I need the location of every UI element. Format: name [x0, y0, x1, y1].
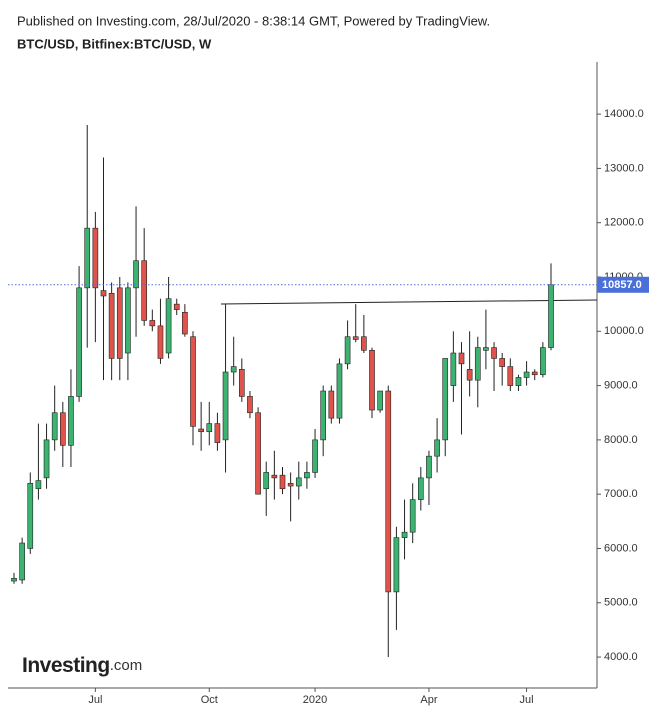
candle-body — [344, 336, 351, 365]
candle-body — [336, 363, 343, 419]
x-tick-label: Oct — [201, 694, 218, 706]
y-tick-label: 5000.0 — [604, 597, 638, 609]
candle-body — [466, 368, 473, 381]
candle-body — [92, 227, 99, 289]
candle-body — [369, 349, 375, 411]
x-tick-label: Apr — [420, 694, 437, 706]
candle-body — [515, 377, 522, 386]
candle-body — [458, 352, 465, 365]
candle-body — [68, 396, 74, 446]
candle-body — [182, 311, 188, 335]
y-tick-label: 13000.0 — [604, 162, 644, 174]
candle-body — [474, 347, 481, 381]
trend-line — [220, 299, 598, 305]
last-price-box — [597, 276, 649, 293]
candle-body — [304, 472, 310, 479]
candle-body — [27, 483, 34, 549]
y-tick-label: 4000.0 — [604, 651, 638, 663]
candle-body — [157, 325, 164, 359]
candle-body — [149, 320, 156, 327]
logo-text: Investing — [22, 654, 110, 677]
x-tick-label: Jul — [88, 694, 102, 706]
candle-body — [491, 347, 497, 359]
candle-body — [238, 368, 245, 397]
candle-body — [279, 474, 286, 490]
candle-body — [76, 287, 82, 397]
candle-body — [352, 336, 359, 340]
candle-body — [230, 366, 237, 373]
candle-body — [214, 423, 221, 443]
candle-body — [328, 390, 335, 419]
y-tick-label: 14000.0 — [604, 108, 644, 120]
candle-body — [198, 428, 204, 433]
candle-body — [417, 477, 424, 500]
candle-body — [125, 287, 131, 354]
candle-body — [426, 455, 432, 479]
y-tick-label: 9000.0 — [604, 379, 638, 391]
y-tick-label: 10000.0 — [604, 325, 644, 337]
candle-body — [247, 396, 253, 414]
candle-body — [523, 371, 530, 378]
candle-body — [450, 352, 457, 386]
candle-body — [385, 390, 392, 593]
chart-title: BTC/USD, Bitfinex:BTC/USD, W — [17, 36, 212, 51]
candle-body — [173, 303, 180, 310]
candle-body — [320, 390, 327, 441]
candle-body — [401, 531, 408, 538]
candle-body — [133, 260, 139, 289]
x-tick-label: 2020 — [303, 694, 327, 706]
x-tick-label: Jul — [520, 694, 534, 706]
candle-body — [51, 412, 58, 441]
candle-body — [442, 358, 449, 441]
y-tick-label: 12000.0 — [604, 217, 644, 229]
candle-body — [19, 542, 25, 581]
candle-body — [361, 336, 367, 351]
candle-body — [206, 423, 213, 433]
header: Published on Investing.com, 28/Jul/2020 … — [17, 13, 490, 28]
candle-body — [108, 292, 115, 359]
candle-body — [222, 371, 229, 441]
candle-body — [100, 290, 107, 297]
candle-body — [548, 284, 554, 348]
candle-body — [141, 260, 148, 321]
candle-body — [165, 298, 172, 354]
candle-body — [483, 347, 489, 351]
last-price-label: 10857.0 — [602, 279, 642, 291]
candle-body — [116, 287, 123, 359]
candle-body — [409, 499, 416, 533]
candle-body — [540, 347, 546, 376]
y-tick-label: 8000.0 — [604, 434, 638, 446]
candle-body — [190, 336, 196, 427]
candle-body — [255, 412, 261, 495]
candle-body — [11, 578, 17, 582]
candle-body — [43, 439, 50, 479]
candle-body — [499, 358, 506, 367]
candle-body — [531, 371, 538, 376]
candle-body — [507, 366, 514, 386]
candle-body — [84, 227, 91, 289]
candle-body — [295, 477, 302, 487]
candle-body — [312, 439, 318, 473]
candle-body — [393, 537, 400, 593]
candle-body — [377, 390, 383, 411]
candle-body — [434, 439, 440, 457]
candle-body — [35, 480, 42, 490]
candle-body — [271, 474, 278, 479]
candle-body — [287, 483, 294, 487]
y-tick-label: 6000.0 — [604, 542, 638, 554]
logo: Investing.com — [22, 654, 142, 677]
candle-body — [59, 412, 66, 446]
candle-body — [263, 472, 270, 490]
logo-suffix: .com — [110, 657, 143, 674]
y-tick-label: 7000.0 — [604, 488, 638, 500]
